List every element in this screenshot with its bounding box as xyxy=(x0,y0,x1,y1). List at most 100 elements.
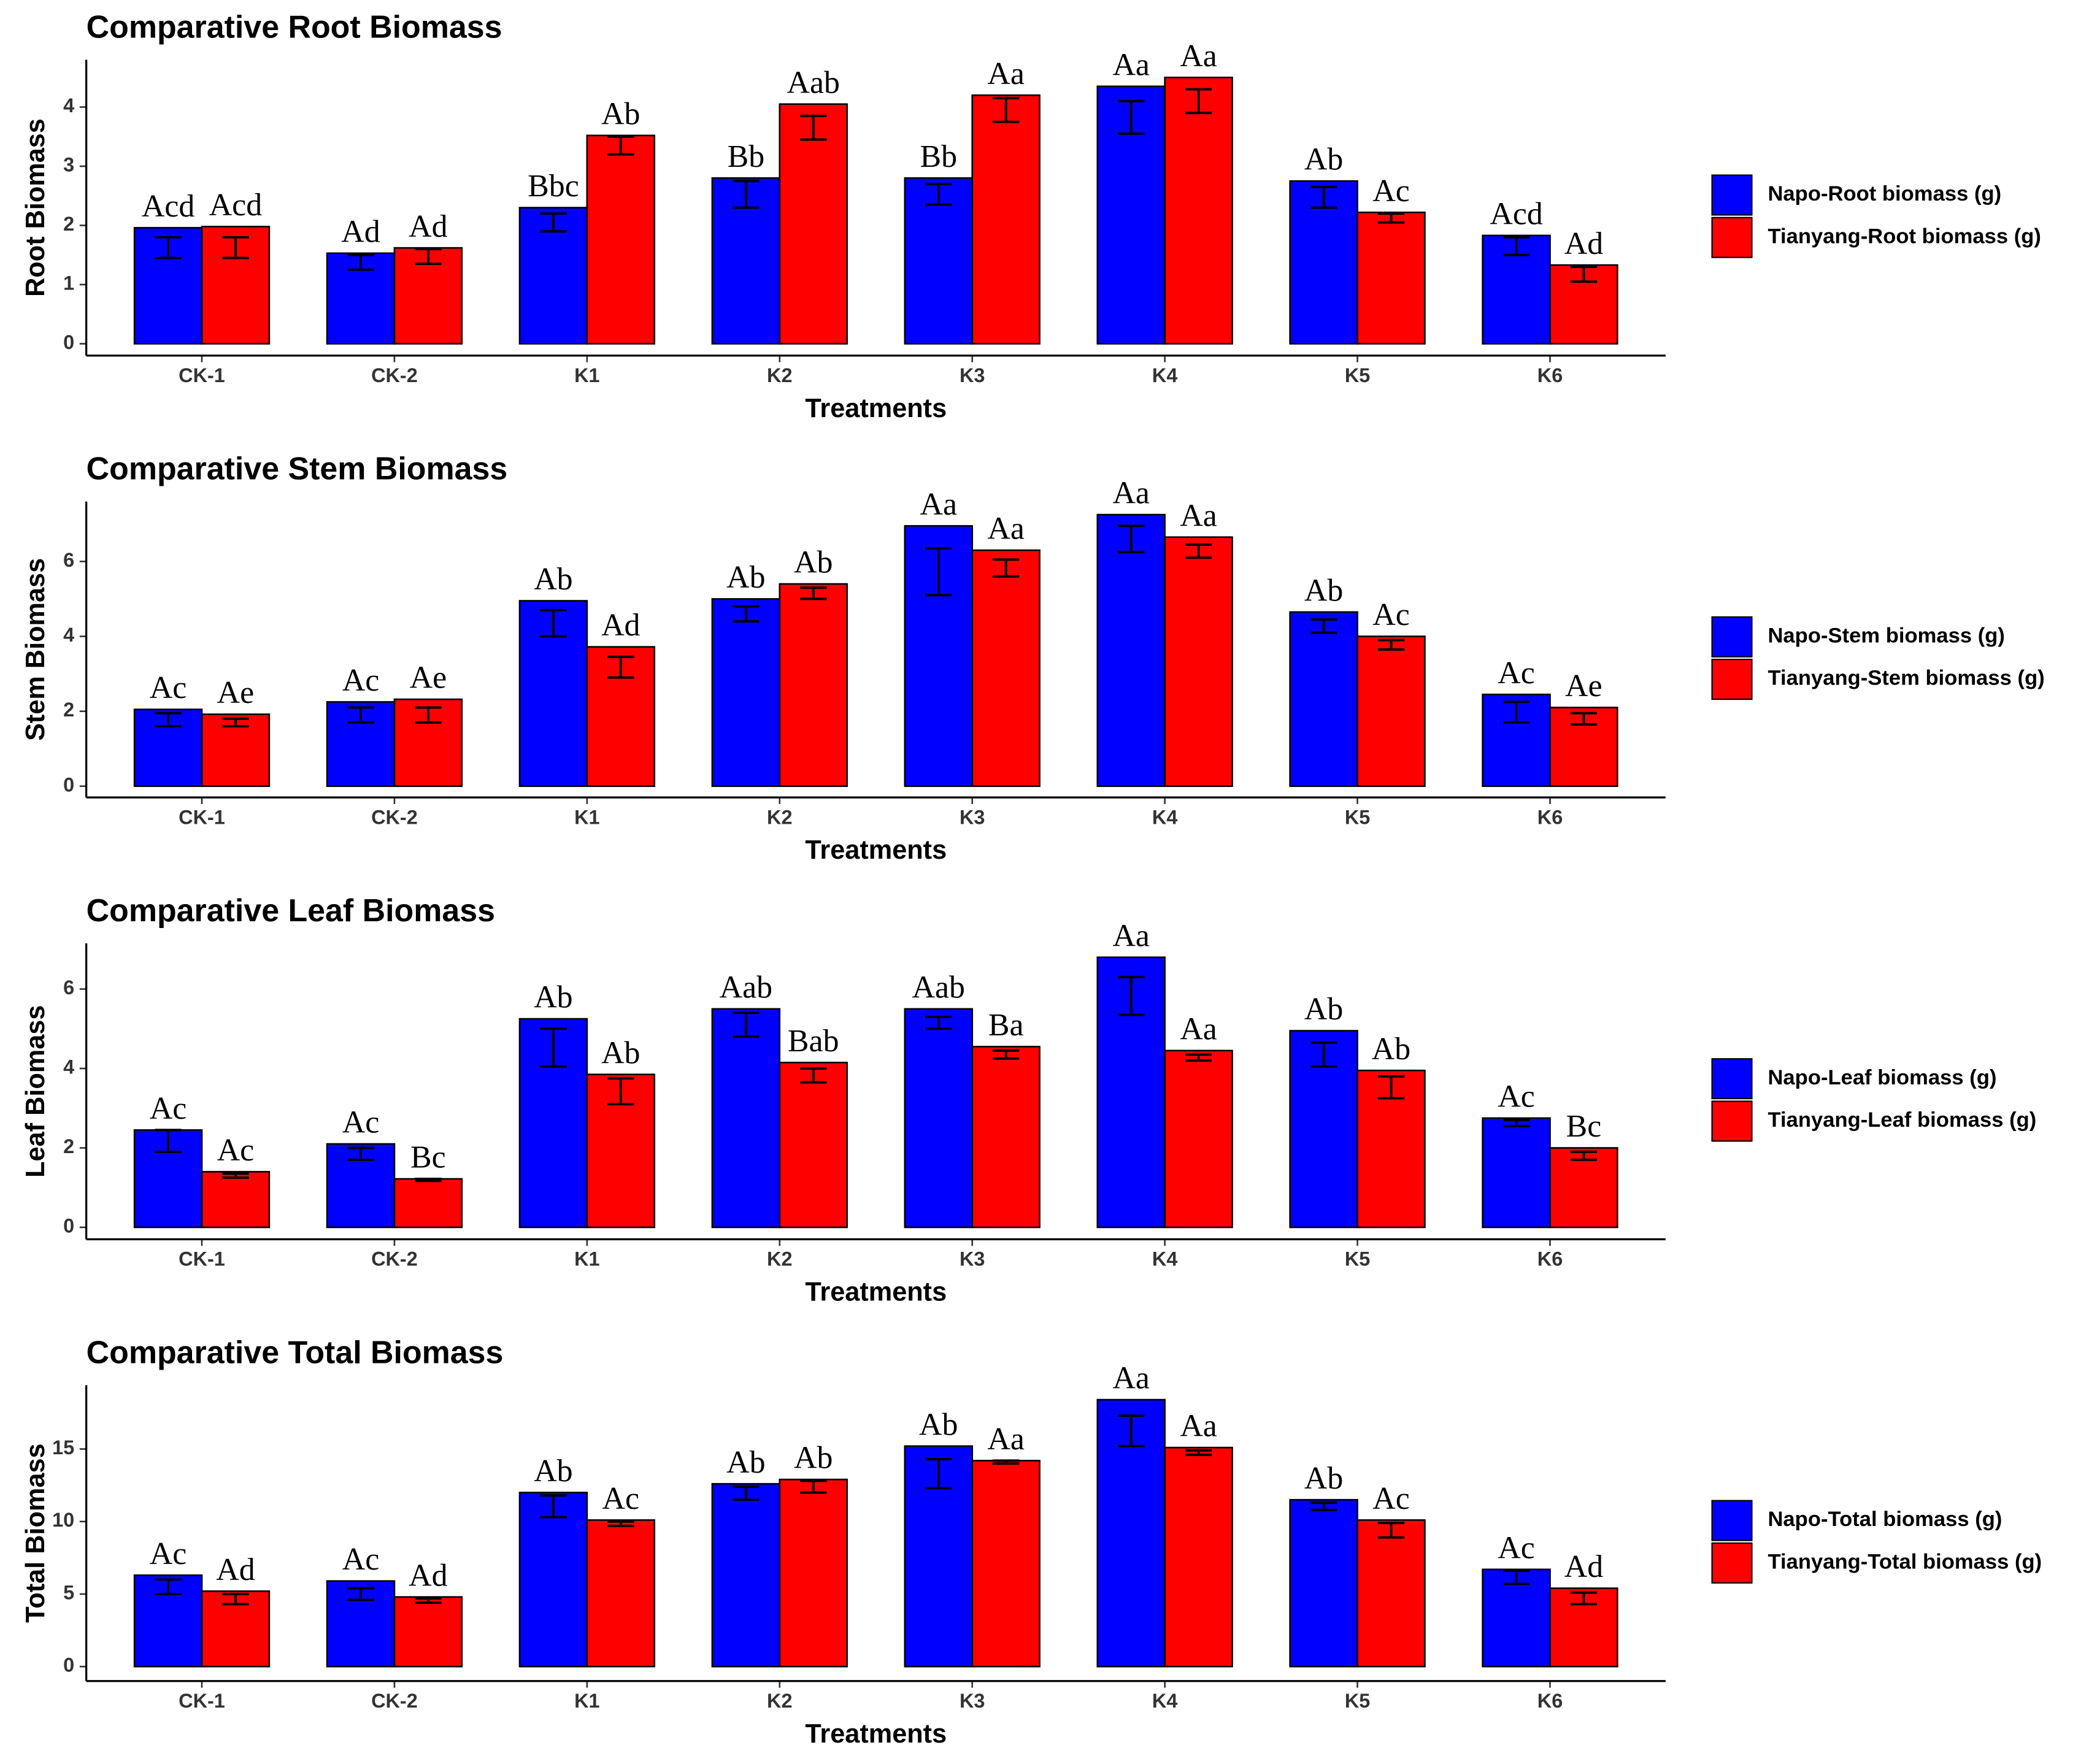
error-bar xyxy=(1502,236,1530,256)
error-bar xyxy=(1377,638,1405,651)
bar xyxy=(1164,76,1233,345)
legend-key xyxy=(1711,616,1753,658)
chart-title: Comparative Root Biomass xyxy=(87,9,502,45)
significance-letter: Bab xyxy=(788,1024,839,1059)
significance-letter: Aa xyxy=(987,56,1025,91)
significance-letter: Ac xyxy=(1498,656,1535,691)
significance-letter: Ab xyxy=(1304,1461,1343,1496)
error-bar xyxy=(993,97,1020,123)
y-tick-label: 6 xyxy=(63,549,74,571)
bar xyxy=(1482,1568,1551,1668)
x-tick-label: K4 xyxy=(1152,1690,1177,1712)
significance-letter: Ab xyxy=(1304,142,1343,177)
x-tick-label: K4 xyxy=(1152,364,1177,386)
legend-label: Napo-Root biomass (g) xyxy=(1768,182,2001,205)
y-axis-title: Root Biomass xyxy=(21,118,50,297)
significance-letter: Ad xyxy=(409,1558,447,1593)
x-tick-label: K5 xyxy=(1345,1248,1370,1270)
error-bar xyxy=(1185,543,1212,559)
error-bar xyxy=(607,1520,634,1527)
significance-letter: Ae xyxy=(1565,669,1602,704)
y-tick-label: 0 xyxy=(63,331,74,353)
x-tick-label: CK-2 xyxy=(371,806,418,828)
chart-title: Comparative Stem Biomass xyxy=(87,451,508,487)
significance-letter: Bbc xyxy=(528,169,579,204)
error-bar xyxy=(800,1479,827,1494)
significance-letter: Ab xyxy=(794,1441,833,1476)
error-bar xyxy=(347,1587,374,1601)
error-bar xyxy=(1570,1151,1598,1161)
y-tick-label: 0 xyxy=(63,1215,74,1237)
error-bar xyxy=(607,135,634,156)
error-bar xyxy=(415,706,442,724)
y-tick-label: 4 xyxy=(63,1056,74,1078)
error-bar xyxy=(925,1015,952,1030)
x-tick-label: K5 xyxy=(1345,1690,1370,1712)
legend-label: Napo-Stem biomass (g) xyxy=(1768,624,2005,647)
significance-letter: Ae xyxy=(410,661,447,696)
y-tick-label: 10 xyxy=(52,1509,74,1531)
legend-key xyxy=(1711,659,1753,700)
y-tick-label: 2 xyxy=(63,213,74,235)
y-tick-label: 2 xyxy=(63,1135,74,1157)
significance-letter: Aab xyxy=(912,970,965,1005)
error-bar xyxy=(1570,266,1598,283)
error-bar xyxy=(1185,1449,1212,1456)
error-bar xyxy=(540,608,567,638)
significance-letter: Acd xyxy=(1490,197,1543,232)
error-bar xyxy=(1310,1041,1337,1068)
bar xyxy=(779,103,848,345)
error-bar xyxy=(800,115,827,141)
error-bar xyxy=(222,1592,249,1606)
chart-title: Comparative Total Biomass xyxy=(87,1335,504,1370)
significance-letter: Aa xyxy=(1112,476,1150,511)
significance-letter: Ac xyxy=(1372,597,1410,632)
panel: Comparative Root Biomass Root Biomass Trea… xyxy=(21,9,2041,423)
error-bar xyxy=(733,180,760,209)
bar xyxy=(1289,611,1358,788)
significance-letter: Ad xyxy=(409,209,447,244)
legend-label: Tianyang-Leaf biomass (g) xyxy=(1768,1108,2036,1132)
error-bar xyxy=(1310,185,1337,209)
bar xyxy=(1356,211,1426,345)
y-tick-label: 1 xyxy=(63,272,74,294)
significance-letter: Ab xyxy=(601,96,640,131)
error-bar xyxy=(347,706,374,724)
bar xyxy=(1164,1446,1233,1668)
error-bar xyxy=(1310,618,1337,634)
x-tick-label: K6 xyxy=(1537,1248,1563,1270)
bar xyxy=(393,1596,463,1668)
significance-letter: Ab xyxy=(794,545,833,580)
significance-letter: Aa xyxy=(1180,1409,1217,1444)
bar xyxy=(779,583,848,788)
significance-letter: Ac xyxy=(1498,1079,1535,1114)
x-tick-label: K5 xyxy=(1345,364,1370,386)
significance-letter: Ab xyxy=(726,560,765,595)
significance-letter: Aab xyxy=(787,65,839,100)
significance-letter: Ab xyxy=(726,1445,765,1480)
x-tick-label: K2 xyxy=(767,1248,792,1270)
y-tick-label: 4 xyxy=(63,94,74,117)
error-bar xyxy=(1502,1570,1530,1586)
error-bar xyxy=(1570,711,1598,726)
x-tick-label: K1 xyxy=(574,364,599,386)
error-bar xyxy=(155,1129,182,1153)
error-bar xyxy=(347,1146,374,1161)
significance-letter: Bb xyxy=(728,139,765,174)
significance-letter: Ad xyxy=(1564,226,1603,261)
y-tick-label: 3 xyxy=(63,154,74,176)
error-bar xyxy=(1377,1522,1405,1539)
significance-letter: Ac xyxy=(1372,1481,1410,1516)
significance-letter: Bb xyxy=(920,139,957,174)
error-bar xyxy=(993,1049,1020,1060)
legend-key xyxy=(1711,1500,1753,1541)
significance-letter: Ab xyxy=(534,562,572,597)
significance-letter: Ad xyxy=(1564,1549,1603,1584)
legend-label: Napo-Total biomass (g) xyxy=(1768,1508,2002,1531)
chart-title: Comparative Leaf Biomass xyxy=(87,893,495,929)
bar xyxy=(1289,1498,1358,1668)
panel: Comparative Stem Biomass Stem Biomass Trea… xyxy=(21,451,2045,865)
bar xyxy=(201,1171,271,1229)
